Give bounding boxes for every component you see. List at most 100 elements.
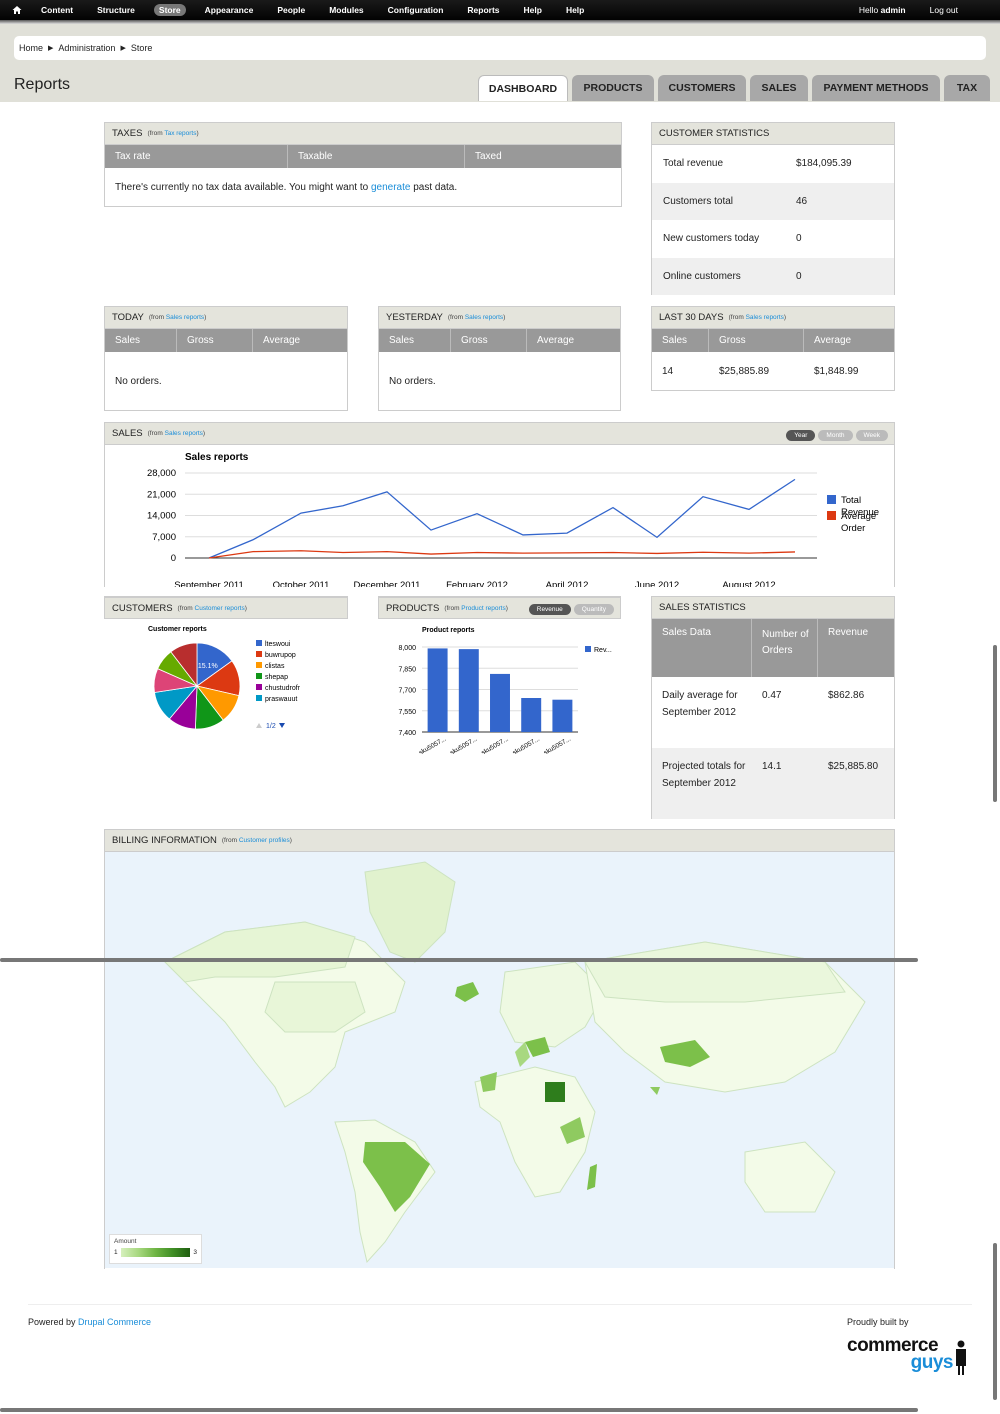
person-icon [956,1340,966,1375]
empty-message: No orders. [389,375,436,387]
vertical-scrollbar-2[interactable] [993,1243,997,1400]
taxes-block: TAXES (from Tax reports) Tax rate Taxable… [104,122,622,207]
table-header: Sales Gross Average [105,329,347,352]
block-header: CUSTOMER STATISTICS [652,123,894,145]
block-header: CUSTOMERS (from Customer reports) [104,597,348,619]
block-header: TAXES (from Tax reports) [105,123,621,145]
tab-tax[interactable]: TAX [944,75,990,101]
y-tick-label: 7,850 [398,666,416,673]
toolbar-people[interactable]: People [277,5,306,15]
hello-user[interactable]: Hello admin [858,5,906,15]
week-toggle[interactable]: Week [855,430,888,441]
bar [458,649,479,732]
legend-swatch [827,511,836,520]
customers-block: CUSTOMERS (from Customer reports) Custome… [104,596,348,746]
toolbar-reports[interactable]: Reports [467,5,500,15]
table-row: Daily average for September 2012 0.47 $862… [652,677,894,748]
logout-link[interactable]: Log out [929,5,958,15]
series-line [208,550,796,559]
quantity-toggle[interactable]: Quantity [573,604,614,615]
y-tick-label: 7,700 [398,688,416,695]
stat-value: 0 [796,233,802,245]
horizontal-scrollbar-2[interactable] [0,1408,918,1412]
x-tick-label: April 2012 [546,580,589,587]
map-svg [164,861,866,1264]
breadcrumb-administration[interactable]: Administration [58,43,116,53]
stat-label: Online customers [663,270,741,282]
x-tick-label: sku5057... [449,736,479,754]
tab-sales[interactable]: SALES [750,75,808,101]
chart-title: Customer reports [148,626,207,633]
sales-reports-link[interactable]: Sales reports [164,430,203,437]
customer-pie-chart: Customer reports 15.1% lteswoui buwrupop cli… [148,626,301,730]
tab-products[interactable]: PRODUCTS [572,75,654,101]
legend-label: Rev... [594,647,612,654]
generate-link[interactable]: generate [370,181,411,193]
triangle-right-icon: ▶ [120,45,126,52]
tab-dashboard[interactable]: DASHBOARD [478,75,568,101]
previous-page-icon[interactable] [256,723,262,728]
horizontal-scrollbar[interactable] [0,958,918,962]
stat-label: Customers total [663,195,734,207]
customer-reports-link[interactable]: Customer reports [194,604,245,612]
legend-label: Average [841,511,876,522]
block-header: SALES STATISTICS [652,597,894,619]
toolbar-store[interactable]: Store [153,4,186,16]
table-row: New customers today 0 [652,220,894,258]
legend-label: Order [841,523,865,534]
toolbar-help[interactable]: Help [523,5,542,15]
tab-payment-methods[interactable]: PAYMENT METHODS [812,75,940,101]
sales-reports-link[interactable]: Sales reports [165,314,205,321]
toolbar-configuration[interactable]: Configuration [387,5,444,15]
sales-block: SALES (from Sales reports) Year Month Week … [104,422,895,587]
next-page-icon[interactable] [279,723,285,728]
customer-profiles-link[interactable]: Customer profiles [238,837,290,844]
legend-swatch [256,673,262,679]
x-tick-label: June 2012 [635,580,679,587]
revenue-toggle[interactable]: Revenue [528,604,571,615]
vertical-scrollbar[interactable] [993,645,997,802]
tax-reports-link[interactable]: Tax reports [164,130,197,137]
y-tick-label: 7,550 [398,709,416,716]
year-toggle[interactable]: Year [786,430,816,441]
drupal-commerce-link[interactable]: Drupal Commerce [78,1317,152,1327]
chart-title: Sales reports [185,452,249,463]
stat-cell: $25,885.80 [828,761,879,772]
home-icon[interactable] [12,5,22,15]
commerce-guys-logo[interactable]: commerce guys [847,1335,954,1373]
breadcrumb-store[interactable]: Store [130,43,153,53]
customer-statistics-block: CUSTOMER STATISTICS Total revenue $184,09… [651,122,895,295]
empty-message: There's currently no tax data available.… [115,181,458,193]
y-tick-label: 0 [171,553,176,564]
table-header: Tax rate Taxable Taxed [105,145,621,168]
toolbar-structure[interactable]: Structure [97,5,135,15]
tab-customers[interactable]: CUSTOMERS [658,75,746,101]
sales-reports-link[interactable]: Sales reports [745,314,784,321]
legend-page: 1/2 [266,723,276,730]
breadcrumb-home[interactable]: Home [19,43,44,53]
product-reports-link[interactable]: Product reports [461,604,506,612]
y-tick-label: 21,000 [147,489,176,500]
legend-label: Total [841,495,861,506]
block-header: TODAY (from Sales reports) [105,307,347,329]
y-tick-label: 7,000 [152,532,176,543]
billing-block: BILLING INFORMATION (from Customer profil… [104,829,895,1269]
legend-label: lteswoui [265,641,291,648]
toolbar-help-2[interactable]: Help [565,5,585,15]
toolbar-modules[interactable]: Modules [329,5,364,15]
legend-swatch [827,495,836,504]
world-map: Amount 1 3 [105,852,894,1268]
table-row: Online customers 0 [652,257,894,295]
table-header: Sales Gross Average [379,329,620,352]
table-row: Total revenue $184,095.39 [652,145,894,183]
sales-line-chart: Sales reports 0 7,000 14,000 21,000 28,000 Sep… [147,452,879,587]
legend-swatch [256,651,262,657]
toolbar-content[interactable]: Content [41,5,74,15]
bar [427,648,448,732]
toolbar-appearance[interactable]: Appearance [204,5,254,15]
table-row: 14 $25,885.89 $1,848.99 [662,365,859,377]
stat-value: $184,095.39 [796,158,852,170]
block-header: YESTERDAY (from Sales reports) [379,307,620,329]
sales-reports-link[interactable]: Sales reports [464,314,504,321]
month-toggle[interactable]: Month [818,430,853,441]
